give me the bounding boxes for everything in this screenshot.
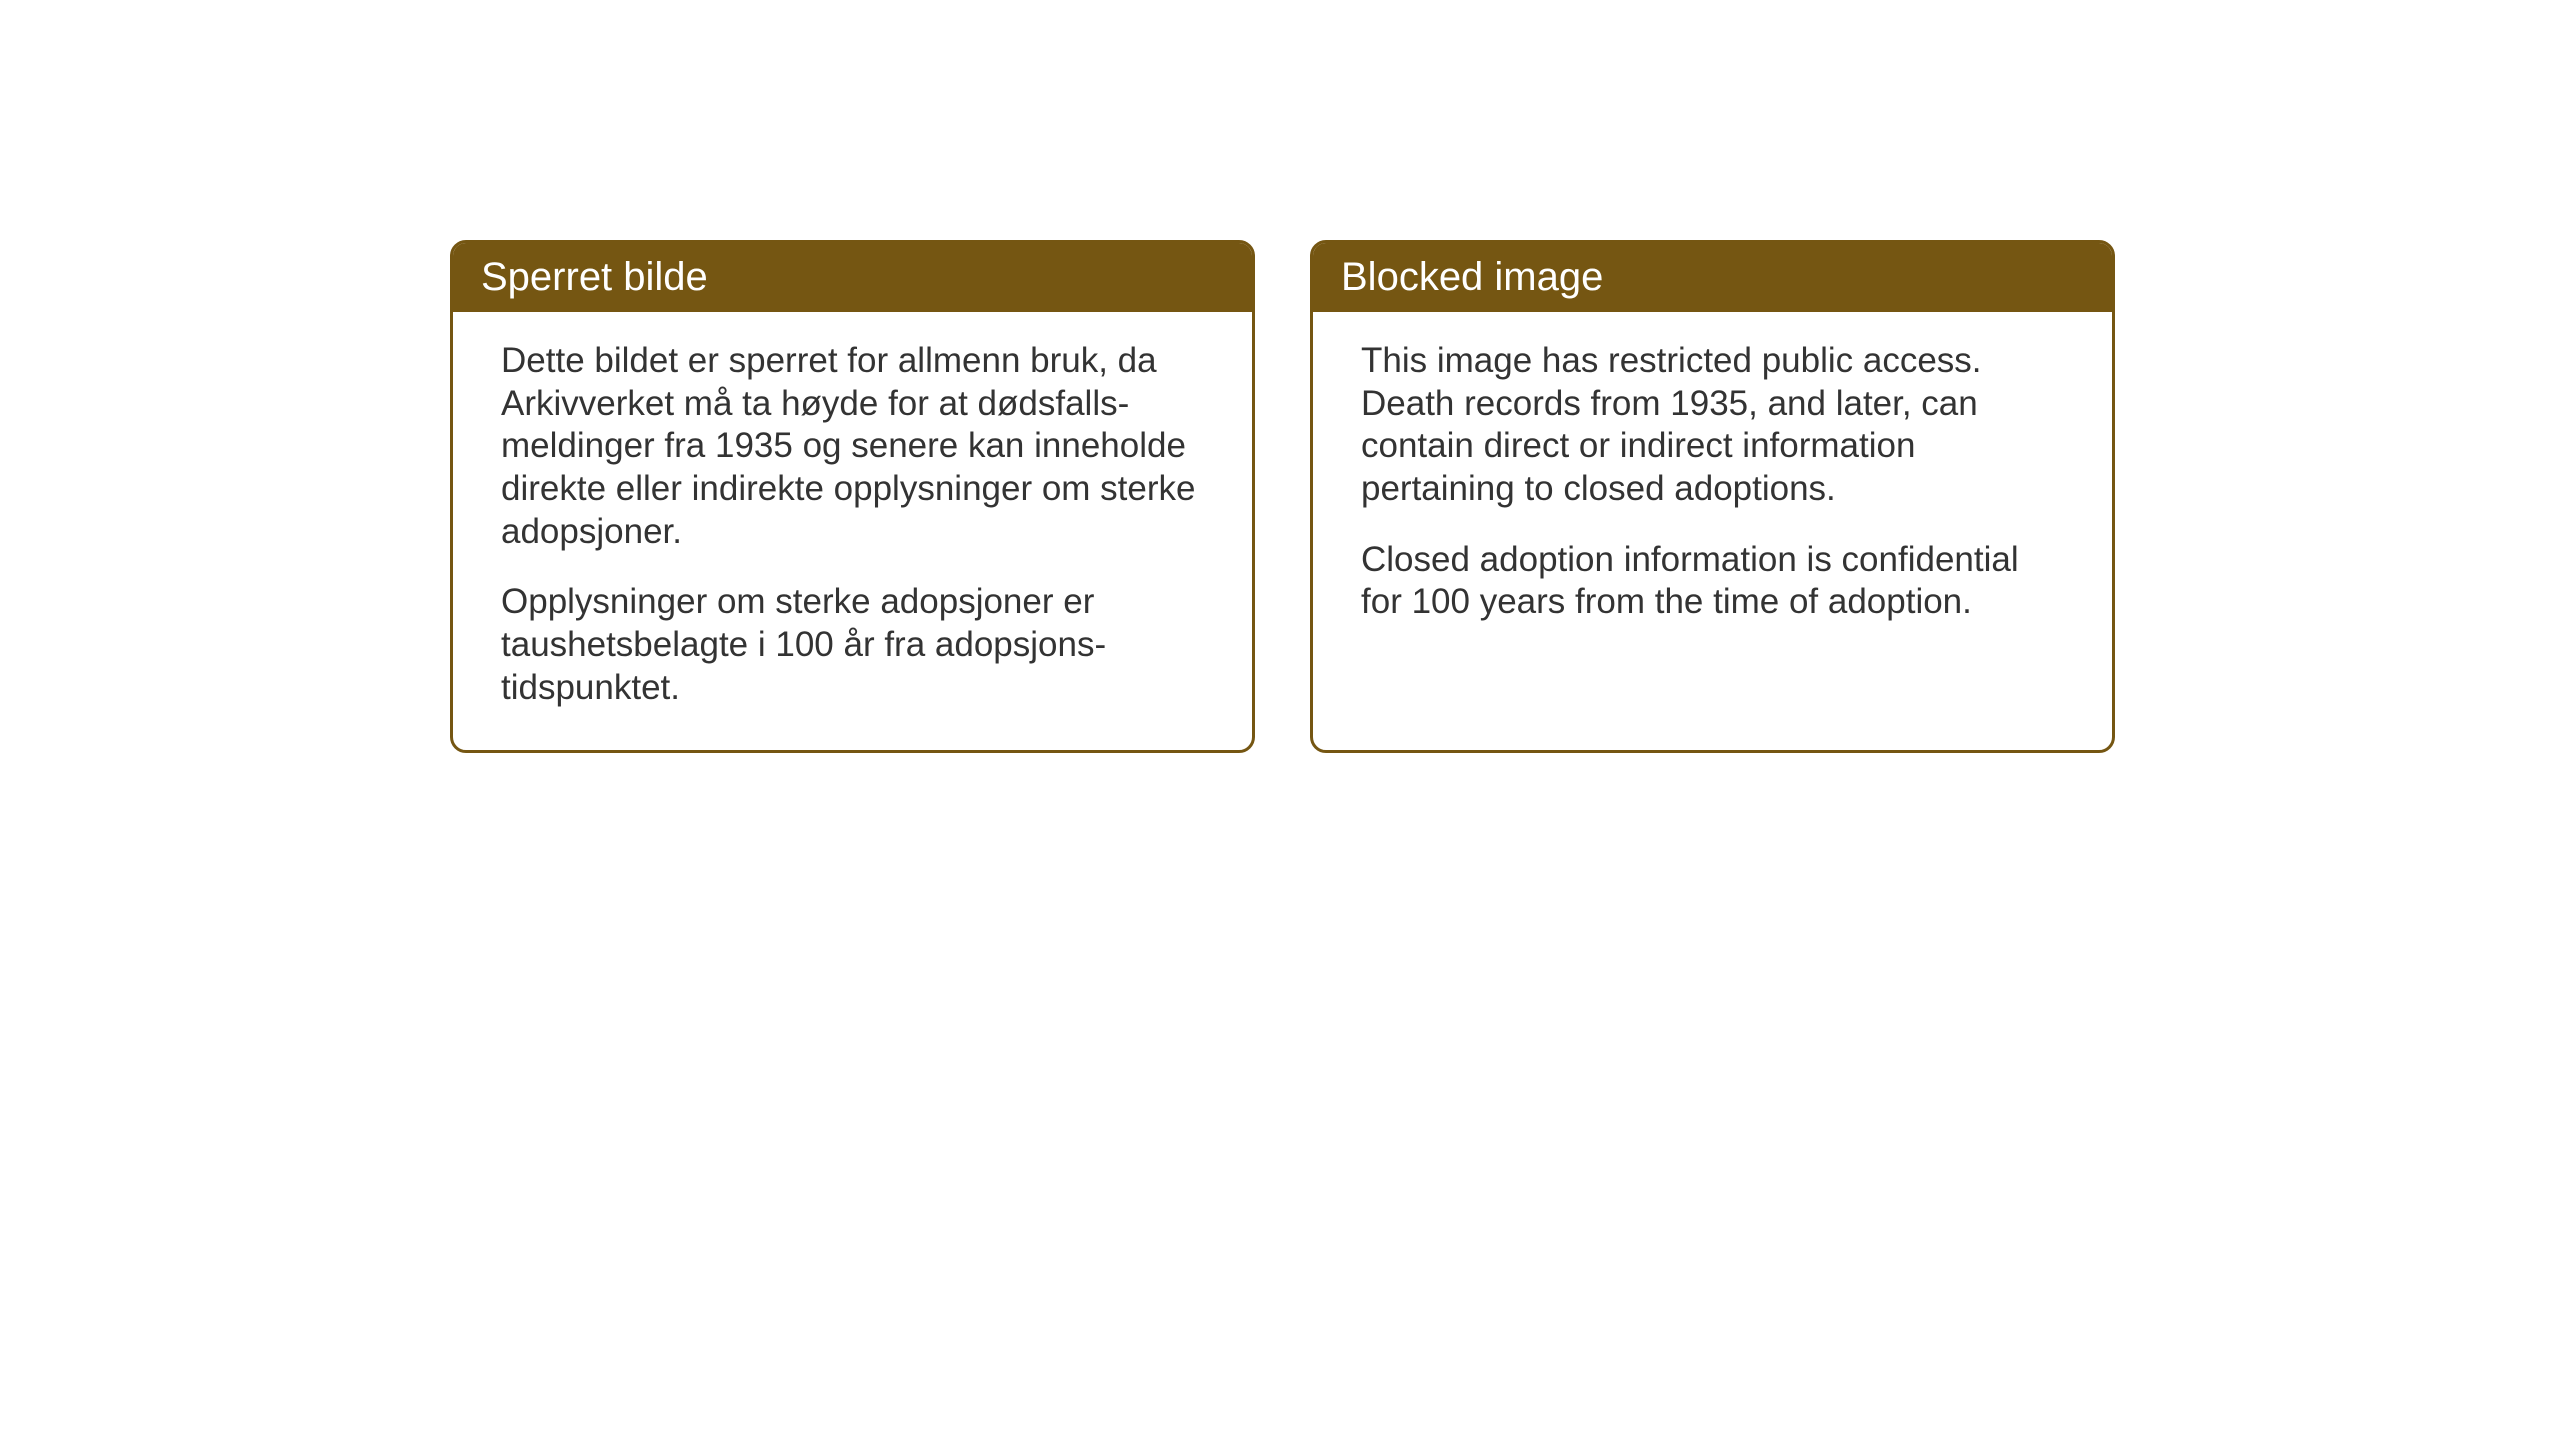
notice-card-english: Blocked image This image has restricted … bbox=[1310, 240, 2115, 753]
card-body-norwegian: Dette bildet er sperret for allmenn bruk… bbox=[453, 312, 1252, 750]
card-header-english: Blocked image bbox=[1313, 243, 2112, 312]
card-title-english: Blocked image bbox=[1341, 255, 1603, 299]
card-title-norwegian: Sperret bilde bbox=[481, 255, 708, 299]
card-paragraph-english-1: This image has restricted public access.… bbox=[1361, 340, 2064, 511]
card-header-norwegian: Sperret bilde bbox=[453, 243, 1252, 312]
card-paragraph-norwegian-2: Opplysninger om sterke adopsjoner er tau… bbox=[501, 581, 1204, 709]
notice-cards-container: Sperret bilde Dette bildet er sperret fo… bbox=[450, 240, 2115, 753]
card-body-english: This image has restricted public access.… bbox=[1313, 312, 2112, 664]
notice-card-norwegian: Sperret bilde Dette bildet er sperret fo… bbox=[450, 240, 1255, 753]
card-paragraph-english-2: Closed adoption information is confident… bbox=[1361, 539, 2064, 624]
card-paragraph-norwegian-1: Dette bildet er sperret for allmenn bruk… bbox=[501, 340, 1204, 553]
